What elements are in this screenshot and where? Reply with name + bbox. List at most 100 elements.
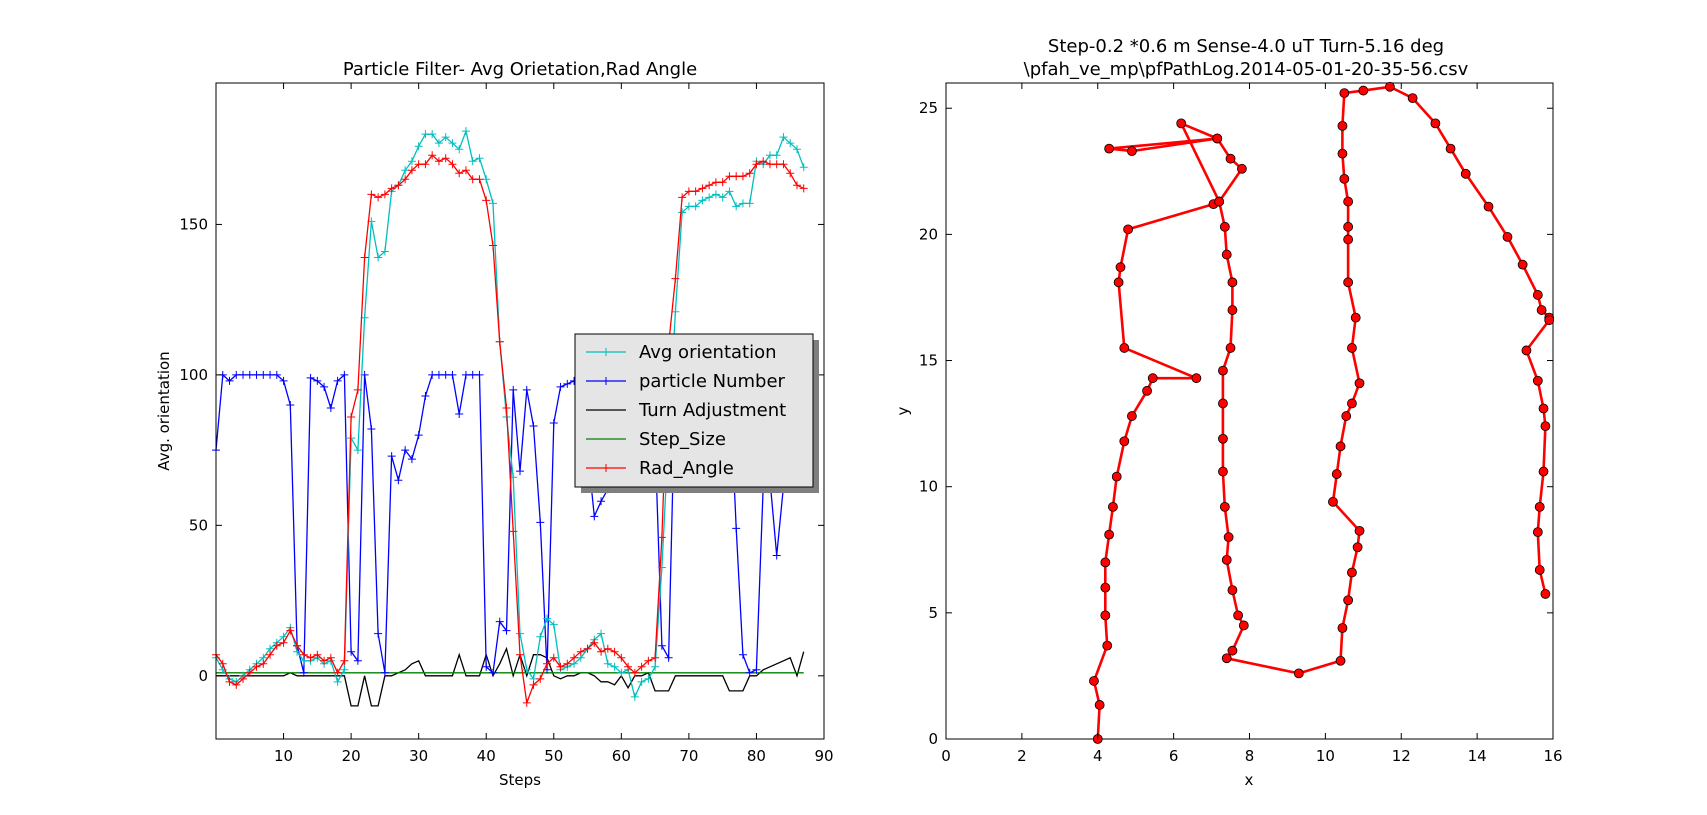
data-point bbox=[745, 199, 754, 208]
path-point bbox=[1343, 196, 1354, 207]
path-point bbox=[1341, 411, 1352, 421]
data-point bbox=[772, 160, 781, 169]
data-point bbox=[772, 151, 781, 160]
legend-label: Step_Size bbox=[639, 429, 726, 450]
x-tick-label: 4 bbox=[1093, 747, 1103, 765]
data-point bbox=[745, 169, 754, 178]
data-point bbox=[441, 370, 450, 379]
data-point bbox=[657, 533, 666, 542]
y-tick-label: 25 bbox=[919, 99, 938, 117]
path-point bbox=[1331, 469, 1342, 479]
data-point bbox=[286, 626, 295, 635]
data-point bbox=[651, 662, 660, 671]
data-point bbox=[563, 379, 572, 388]
path-point bbox=[1104, 529, 1115, 540]
data-point bbox=[772, 551, 781, 560]
data-point bbox=[495, 337, 504, 346]
data-point bbox=[529, 422, 538, 431]
path-point bbox=[1532, 527, 1543, 538]
path-point bbox=[1126, 146, 1137, 157]
data-point bbox=[441, 154, 450, 163]
x-tick-label: 40 bbox=[477, 747, 496, 765]
data-point bbox=[522, 385, 531, 394]
data-point bbox=[738, 650, 747, 659]
data-point bbox=[245, 370, 254, 379]
data-point bbox=[394, 476, 403, 485]
path-point bbox=[1108, 501, 1118, 512]
data-point bbox=[543, 614, 552, 623]
x-tick-label: 50 bbox=[544, 747, 563, 765]
data-point bbox=[232, 370, 241, 379]
data-point bbox=[549, 419, 558, 428]
data-point bbox=[448, 370, 457, 379]
path-point bbox=[1238, 620, 1249, 631]
path-point bbox=[1237, 163, 1247, 174]
data-point bbox=[461, 166, 470, 175]
y-tick-label: 20 bbox=[919, 225, 938, 243]
data-point bbox=[482, 662, 491, 671]
data-point bbox=[570, 653, 579, 662]
path-point bbox=[1214, 196, 1225, 207]
data-point bbox=[563, 659, 572, 668]
data-point bbox=[488, 668, 497, 677]
path-point bbox=[1225, 343, 1236, 353]
path-point bbox=[1227, 277, 1238, 288]
path-x-ticks: 0 2 4 6 8 10 12 14 16 bbox=[941, 83, 1563, 765]
path-point bbox=[1347, 567, 1357, 578]
path-point bbox=[1354, 378, 1365, 389]
path-point bbox=[1328, 496, 1338, 507]
path-point bbox=[1532, 375, 1543, 386]
path-point bbox=[1293, 668, 1304, 679]
data-point bbox=[678, 208, 687, 217]
y-tick-label: 100 bbox=[179, 366, 208, 384]
data-point bbox=[421, 391, 430, 400]
data-point bbox=[394, 181, 403, 190]
legend-label: Avg orientation bbox=[639, 342, 777, 363]
data-point bbox=[347, 413, 356, 422]
data-point bbox=[468, 370, 477, 379]
data-point bbox=[232, 680, 241, 689]
data-point bbox=[678, 193, 687, 202]
path-point bbox=[1358, 85, 1369, 96]
path-point bbox=[1218, 365, 1228, 376]
path-point bbox=[1354, 525, 1365, 536]
data-point bbox=[225, 677, 234, 686]
series-line-rad-angle bbox=[215, 154, 804, 704]
data-point bbox=[495, 617, 504, 626]
data-point bbox=[380, 668, 389, 677]
data-point bbox=[488, 241, 497, 250]
data-point bbox=[421, 160, 430, 169]
data-point bbox=[360, 253, 369, 262]
data-point bbox=[779, 133, 788, 142]
series-rad-angle bbox=[212, 151, 808, 707]
data-point bbox=[407, 157, 416, 166]
data-point bbox=[786, 169, 795, 178]
data-point bbox=[522, 665, 531, 674]
data-point bbox=[725, 187, 734, 196]
data-point bbox=[461, 370, 470, 379]
data-point bbox=[684, 187, 693, 196]
path-point bbox=[1142, 385, 1152, 396]
path-point bbox=[1538, 466, 1549, 477]
data-point bbox=[340, 370, 349, 379]
series-turn-adjustment bbox=[216, 646, 805, 707]
path-point bbox=[1223, 532, 1234, 543]
data-point bbox=[664, 653, 673, 662]
data-point bbox=[279, 638, 288, 647]
data-point bbox=[752, 160, 761, 169]
path-point bbox=[1343, 221, 1354, 232]
path-point bbox=[1339, 173, 1350, 184]
data-point bbox=[536, 674, 545, 683]
data-point bbox=[468, 175, 477, 184]
y-tick-label: 0 bbox=[198, 667, 208, 685]
data-point bbox=[448, 139, 457, 148]
data-point bbox=[320, 656, 329, 665]
data-point bbox=[610, 647, 619, 656]
x-tick-label: 30 bbox=[409, 747, 428, 765]
path-chart: Step-0.2 *0.6 m Sense-4.0 uT Turn-5.16 d… bbox=[894, 36, 1563, 789]
data-point bbox=[434, 370, 443, 379]
path-point bbox=[1225, 153, 1236, 164]
x-tick-label: 10 bbox=[274, 747, 293, 765]
data-point bbox=[792, 181, 801, 190]
data-point bbox=[347, 647, 356, 656]
